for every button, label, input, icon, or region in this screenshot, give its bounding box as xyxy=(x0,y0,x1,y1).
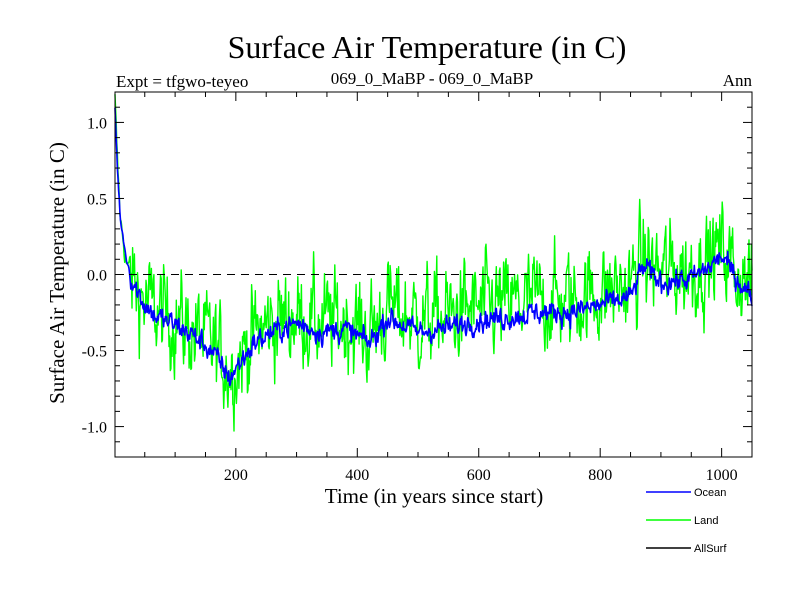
axes-layer: 200 400 600 800 1000 1.0 0.5 0.0 -0.5 -1.0 xyxy=(82,91,753,484)
y-tick-label: -0.5 xyxy=(82,344,107,361)
y-tick-label: 0.5 xyxy=(87,191,107,208)
legend-label-ocean: Ocean xyxy=(694,487,726,499)
series-line-ocean xyxy=(114,107,753,387)
x-tick-label: 1000 xyxy=(706,467,738,484)
x-tick-label: 800 xyxy=(588,467,612,484)
y-tick-label: 0.0 xyxy=(87,268,107,285)
chart-title: Surface Air Temperature (in C) xyxy=(228,29,627,65)
y-tick-label: -1.0 xyxy=(82,420,107,437)
experiment-label: Expt = tfgwo-teyeo xyxy=(116,72,248,91)
y-tick-label: 1.0 xyxy=(87,115,107,132)
x-tick-label: 400 xyxy=(345,467,369,484)
series-layer xyxy=(114,94,753,432)
comparison-label: 069_0_MaBP - 069_0_MaBP xyxy=(331,69,533,88)
legend-label-allsurf: AllSurf xyxy=(694,543,727,555)
x-tick-label: 600 xyxy=(467,467,491,484)
x-tick-label: 200 xyxy=(224,467,248,484)
x-axis-label: Time (in years since start) xyxy=(325,484,544,508)
legend: Ocean Land AllSurf xyxy=(646,487,727,555)
season-label: Ann xyxy=(723,71,753,90)
legend-label-land: Land xyxy=(694,515,718,527)
y-axis-label: Surface Air Temperature (in C) xyxy=(45,142,69,404)
